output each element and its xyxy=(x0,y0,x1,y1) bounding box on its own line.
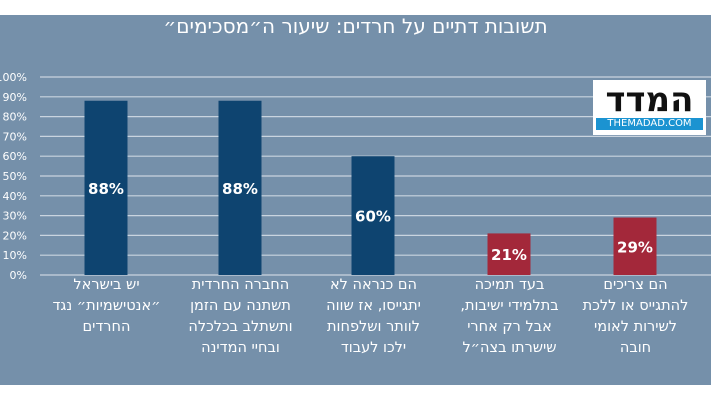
y-tick-label: 90% xyxy=(3,91,27,104)
category-label: הם כנראה לא יתגייסו, אז שווה לוותר ושלפח… xyxy=(326,277,421,356)
data-label: 21% xyxy=(491,246,527,264)
data-label: 88% xyxy=(88,180,124,198)
bar xyxy=(218,100,262,275)
chart-title: תשובות דתיים על חרדים: שיעור ה״מסכימים״ xyxy=(163,14,548,38)
y-tick-label: 0% xyxy=(10,269,27,282)
logo-english: THEMADAD.COM xyxy=(596,118,703,130)
bar xyxy=(613,217,657,275)
y-tick-label: 60% xyxy=(3,150,27,163)
data-label: 29% xyxy=(617,238,653,256)
bar xyxy=(487,233,531,275)
category-label: הם צריכים להתגייס או ללכת לשירות לאומי ח… xyxy=(582,277,689,356)
bar xyxy=(351,156,395,275)
y-tick-label: 70% xyxy=(3,130,27,143)
category-label: יש בישראל ״אנטישמיות״ נגד החרדים xyxy=(52,277,161,335)
category-label: בעד תמיכה בתלמידי ישיבות, אבל רק אחרי שי… xyxy=(460,277,559,356)
y-tick-label: 50% xyxy=(3,170,27,183)
category-label: החברה החרדית תשתנה עם הזמן ותשתלב בכלכלה… xyxy=(188,277,293,356)
y-tick-label: 10% xyxy=(3,249,27,262)
logo-hebrew: המדד xyxy=(605,80,694,120)
y-tick-label: 20% xyxy=(3,229,27,242)
y-tick-label: 80% xyxy=(3,111,27,124)
data-label: 60% xyxy=(355,208,391,226)
bar xyxy=(84,100,128,275)
data-label: 88% xyxy=(222,180,258,198)
y-tick-label: 40% xyxy=(3,190,27,203)
themadad-logo: המדד THEMADAD.COM xyxy=(593,80,706,135)
y-tick-label: 30% xyxy=(3,210,27,223)
y-tick-label: 100% xyxy=(0,71,27,84)
